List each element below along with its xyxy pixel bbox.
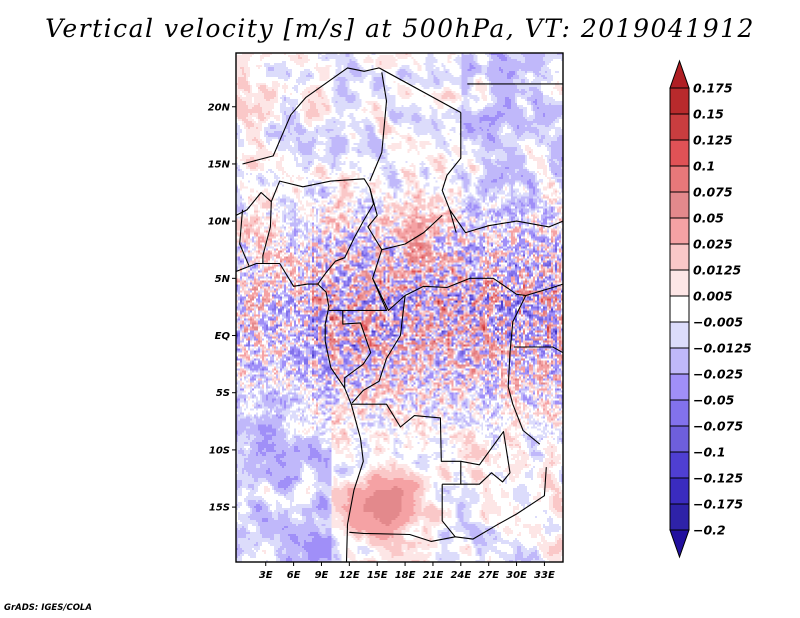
colorbar-segment: [669, 191, 690, 219]
colorbar-label: −0.005: [693, 315, 743, 330]
colorbar-segment: [669, 295, 690, 323]
x-tick-label: 9E: [315, 570, 329, 581]
y-axis: 20N 15N 10N 5N EQ 5S 10S 15S: [208, 102, 236, 514]
x-axis: 3E 6E 9E 12E 15E 18E 21E 24E 27E 30E 33E: [259, 562, 555, 581]
colorbar-label: 0.025: [693, 237, 733, 252]
colorbar-label: −0.175: [693, 497, 743, 512]
border-uganda-tanzania: [513, 346, 563, 354]
colorbar-segment: [669, 113, 690, 141]
colorbar: 0.175 0.15 0.125 0.1 0.075 0.05 0.025 0.0125 0.0…: [669, 59, 752, 559]
colorbar-label: −0.075: [693, 419, 743, 434]
footer-credit: GrADS: IGES/COLA: [4, 603, 92, 613]
x-tick-label: 33E: [534, 570, 555, 581]
border-niger-chad: [369, 72, 388, 182]
colorbar-label: −0.1: [693, 445, 726, 460]
colorbar-segment: [669, 477, 690, 505]
colorbar-segment: [669, 451, 690, 479]
plot-frame: [235, 52, 564, 563]
colorbar-label: −0.0125: [693, 341, 752, 356]
vertical-velocity-field: [236, 53, 563, 562]
colorbar-label: 0.05: [693, 211, 724, 226]
colorbar-segment: [669, 165, 690, 193]
x-tick-label: 12E: [339, 570, 360, 581]
border-zambia-south: [455, 467, 547, 540]
border-nigeria-cameroon: [317, 187, 375, 285]
colorbar-label: 0.175: [693, 81, 733, 96]
border-gabon-congo: [342, 310, 372, 389]
border-niger-libya-algeria: [242, 67, 380, 165]
colorbar-segment: [669, 503, 690, 531]
colorbar-segment: [669, 399, 690, 427]
colorbar-segment: [669, 243, 690, 271]
y-tick-label: EQ: [215, 331, 231, 342]
y-tick-label: 15N: [208, 159, 231, 170]
x-tick-label: 15E: [367, 570, 388, 581]
colorbar-label: −0.2: [693, 523, 726, 538]
colorbar-label: 0.075: [693, 185, 733, 200]
colorbar-label: 0.005: [693, 289, 733, 304]
colorbar-segment: [669, 321, 690, 349]
border-car-drc: [372, 277, 526, 311]
border-chad-libya: [378, 67, 462, 113]
colorbar-label: −0.125: [693, 471, 743, 486]
x-tick-label: 24E: [450, 570, 471, 581]
colorbar-segment: [669, 139, 690, 167]
colorbar-segment: [669, 87, 690, 115]
border-west-africa: [236, 191, 272, 264]
colorbar-label: −0.025: [693, 367, 743, 382]
border-cameroon-chad: [367, 187, 443, 251]
border-east-lakes: [507, 295, 541, 445]
colorbar-segment: [669, 217, 690, 245]
chart-title: Vertical velocity [m/s] at 500hPa, VT: 2…: [45, 14, 755, 43]
colorbar-label: 0.1: [693, 159, 715, 174]
colorbar-label: −0.05: [693, 393, 735, 408]
border-cameroon-car: [328, 249, 388, 311]
x-tick-label: 21E: [423, 570, 444, 581]
y-tick-label: 15S: [209, 503, 230, 514]
x-tick-label: 30E: [506, 570, 527, 581]
x-tick-label: 18E: [395, 570, 416, 581]
border-nigeria-niger: [270, 178, 371, 202]
border-angola-drc: [351, 403, 462, 485]
y-tick-label: 20N: [208, 102, 231, 113]
border-angola-zambia: [349, 484, 456, 542]
border-sudan-southsudan: [449, 209, 563, 234]
coastline: [236, 262, 364, 562]
colorbar-label: 0.15: [693, 107, 724, 122]
border-uganda-kenya: [525, 283, 563, 297]
border-togo-ghana: [239, 209, 250, 267]
colorbar-label: 0.0125: [693, 263, 742, 278]
border-drc-zambia: [460, 431, 511, 485]
colorbar-segment: [669, 373, 690, 401]
x-tick-label: 3E: [259, 570, 273, 581]
colorbar-label: 0.125: [693, 133, 733, 148]
y-tick-label: 5N: [215, 274, 231, 285]
colorbar-extend-max: [669, 59, 690, 89]
border-congo-drc: [351, 295, 406, 404]
x-tick-label: 27E: [478, 570, 499, 581]
y-tick-label: 10S: [209, 445, 230, 456]
colorbar-segment: [669, 425, 690, 453]
colorbar-segment: [669, 269, 690, 297]
y-tick-label: 5S: [216, 388, 230, 399]
country-borders: [236, 67, 563, 562]
y-tick-label: 10N: [208, 217, 231, 228]
border-chad-sudan: [441, 112, 462, 233]
colorbar-extend-min: [669, 529, 690, 559]
x-tick-label: 6E: [287, 570, 301, 581]
colorbar-segment: [669, 347, 690, 375]
